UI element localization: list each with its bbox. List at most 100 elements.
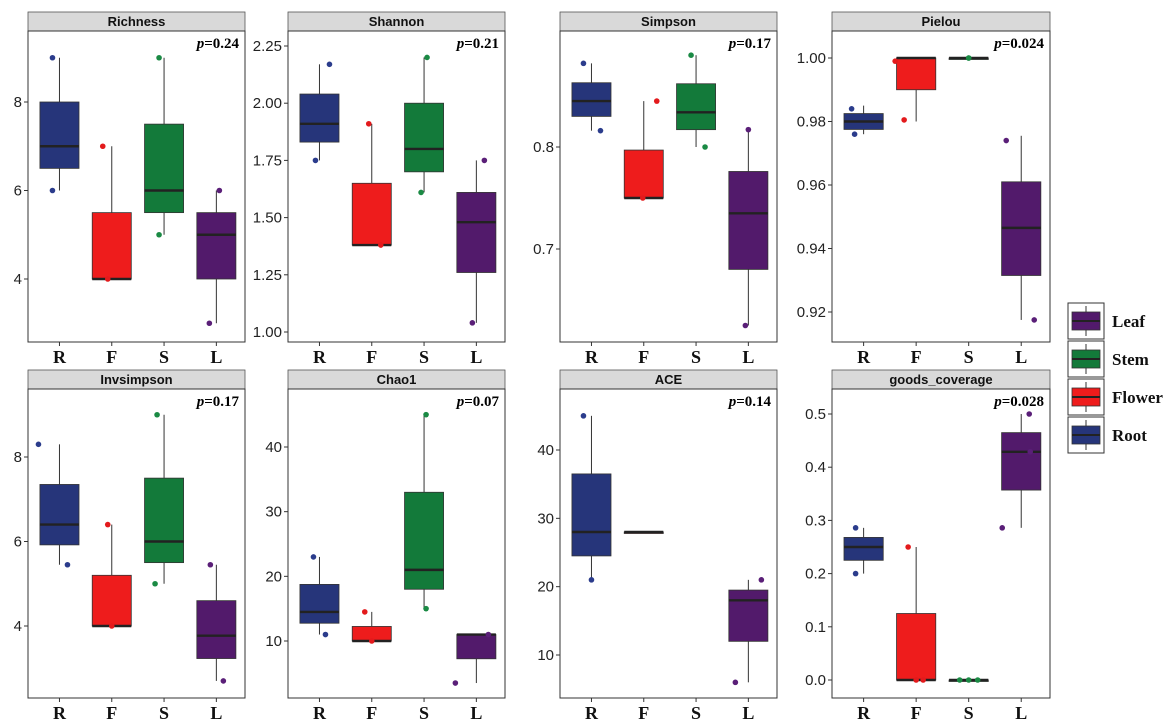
x-tick-label: L (470, 703, 482, 723)
box-body (91, 574, 132, 627)
data-point (956, 677, 963, 683)
y-tick-label: 40 (537, 442, 554, 459)
x-tick-label: R (585, 703, 599, 723)
data-point (104, 276, 111, 282)
data-point (1031, 317, 1038, 323)
data-point (312, 157, 319, 164)
plot-area (287, 30, 506, 343)
y-tick-label: 4 (14, 271, 22, 288)
data-point (851, 131, 858, 137)
data-point (653, 98, 660, 104)
x-tick-label: L (1015, 347, 1027, 367)
x-tick-label: R (313, 703, 327, 723)
data-point (852, 570, 859, 577)
data-point (418, 189, 424, 196)
data-point (99, 143, 106, 150)
x-tick-label: R (857, 703, 871, 723)
box-root (299, 61, 340, 164)
data-point (35, 441, 42, 448)
data-point (365, 120, 372, 127)
panel-title: Pielou (921, 14, 960, 29)
box-root (35, 441, 80, 568)
box-stem (404, 54, 444, 196)
panel-title: Chao1 (377, 372, 417, 387)
data-point (310, 554, 317, 560)
box-root (571, 60, 612, 134)
data-point (742, 322, 749, 329)
panel-chao1: Chao1 p=0.07 10 20 30 40 R F S L (265, 369, 506, 723)
data-point (758, 577, 765, 583)
x-tick-label: R (53, 347, 67, 367)
data-point (745, 126, 752, 133)
data-point (326, 61, 333, 68)
data-point (154, 411, 160, 418)
y-tick-label: 0.2 (805, 566, 826, 583)
p-value: p=0.21 (455, 36, 499, 52)
y-tick-label: 6 (14, 534, 22, 551)
panel-title: Simpson (641, 14, 696, 29)
p-value: p=0.07 (455, 394, 500, 410)
y-tick-label: 0.0 (805, 672, 826, 689)
panel-richness: Richness p=0.24 4 6 8 R F S L (14, 11, 246, 367)
y-tick-label: 30 (265, 504, 282, 521)
x-tick-label: L (210, 703, 222, 723)
data-point (156, 54, 162, 61)
data-point (702, 144, 708, 150)
y-tick-label: 0.5 (805, 406, 826, 423)
data-point (361, 609, 368, 615)
box-leaf (456, 157, 497, 326)
box-root (571, 413, 612, 583)
data-point (999, 525, 1006, 531)
x-tick-label: F (911, 347, 922, 367)
box-root (39, 54, 80, 194)
y-tick-label: 0.8 (533, 139, 554, 156)
data-point (220, 678, 227, 684)
box-body (299, 93, 340, 143)
data-point (377, 242, 384, 248)
data-point (206, 320, 213, 327)
legend-label: Root (1112, 426, 1147, 445)
box-flower (351, 609, 392, 644)
legend-item-stem: Stem (1067, 340, 1149, 378)
data-point (322, 631, 329, 638)
x-tick-label: L (470, 347, 482, 367)
y-tick-label: 1.00 (253, 324, 282, 341)
y-tick-label: 0.7 (533, 241, 554, 258)
y-tick-label: 0.98 (797, 114, 826, 131)
box-body (39, 484, 80, 546)
legend-label: Leaf (1112, 312, 1145, 331)
data-point (905, 544, 911, 550)
x-tick-label: R (313, 347, 327, 367)
panel-invsimpson: Invsimpson p=0.17 4 6 8 R F S L (14, 369, 246, 723)
plot-area (287, 388, 506, 699)
data-point (216, 187, 223, 194)
x-tick-label: L (742, 347, 754, 367)
p-value: p=0.024 (992, 36, 1044, 52)
data-point (580, 413, 587, 419)
box-body (676, 83, 716, 131)
box-stem (404, 411, 444, 612)
box-body (39, 101, 80, 169)
panel-ace: ACE p=0.14 10 20 30 40 R F S L (537, 369, 778, 723)
data-point (892, 58, 898, 64)
p-value: p=0.17 (195, 394, 240, 410)
x-tick-label: R (53, 703, 67, 723)
x-tick-label: R (585, 347, 599, 367)
legend: Leaf Stem Flower Root (1067, 302, 1163, 454)
data-point (452, 680, 459, 686)
box-body (456, 634, 497, 660)
box-body (843, 537, 884, 561)
x-tick-label: S (159, 703, 169, 723)
data-point (920, 677, 926, 683)
data-point (1003, 137, 1010, 144)
data-point (852, 525, 859, 531)
box-body (456, 192, 497, 273)
x-tick-label: S (419, 703, 429, 723)
x-tick-label: F (366, 347, 377, 367)
data-point (1026, 411, 1033, 417)
box-leaf (728, 577, 769, 686)
y-tick-label: 0.1 (805, 619, 826, 636)
data-point (485, 631, 492, 638)
plot-area (831, 30, 1051, 343)
box-leaf (728, 126, 769, 329)
